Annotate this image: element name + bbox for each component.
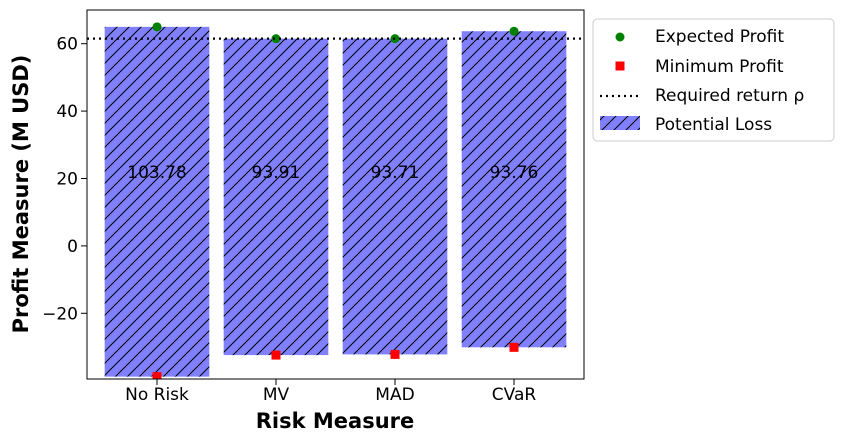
legend-label-required-return: Required return ρ <box>655 86 804 106</box>
y-tick-label: 40 <box>56 102 78 122</box>
potential-loss-bar <box>342 38 448 355</box>
potential-loss-bar <box>104 26 210 377</box>
expected-profit-point <box>390 34 400 44</box>
y-tick-label: 60 <box>56 35 78 55</box>
y-tick-label: 20 <box>56 169 78 189</box>
x-tick-label: CVaR <box>492 385 537 405</box>
legend-frame <box>592 18 835 142</box>
legend-label-minimum-profit: Minimum Profit <box>655 57 784 77</box>
expected-profit-point <box>271 34 281 44</box>
x-tick-label: MV <box>263 385 290 405</box>
y-tick-label: −20 <box>42 304 78 324</box>
minimum-profit-point <box>271 350 281 360</box>
legend-marker-expected-profit <box>615 32 625 42</box>
minimum-profit-point <box>390 349 400 359</box>
legend: Expected Profit Minimum Profit Required … <box>592 18 835 142</box>
legend-marker-potential-loss <box>600 116 640 130</box>
potential-loss-bar <box>461 31 567 348</box>
minimum-profit-point <box>509 342 519 352</box>
x-tick-label: No Risk <box>125 385 189 405</box>
potential-loss-label: 93.76 <box>490 163 539 183</box>
potential-loss-label: 93.71 <box>371 163 420 183</box>
x-axis: No Risk MV MAD CVaR <box>125 379 536 405</box>
x-tick-label: MAD <box>375 385 414 405</box>
expected-profit-point <box>509 26 519 36</box>
x-axis-label: Risk Measure <box>256 409 415 433</box>
potential-loss-bar <box>223 38 329 356</box>
y-tick-label: 0 <box>67 237 78 257</box>
legend-label-potential-loss: Potential Loss <box>655 115 772 135</box>
plot-area: 103.78 93.91 93.71 93.76 <box>86 9 585 380</box>
minimum-profit-point <box>152 372 162 379</box>
potential-loss-label: 93.91 <box>252 163 301 183</box>
potential-loss-label: 103.78 <box>127 163 186 183</box>
expected-profit-point <box>152 22 162 32</box>
legend-label-expected-profit: Expected Profit <box>655 27 784 47</box>
y-axis: −20 0 20 40 60 <box>42 35 87 324</box>
y-axis-label: Profit Measure (M USD) <box>9 55 33 334</box>
legend-marker-minimum-profit <box>615 61 625 71</box>
plot-frame <box>86 9 585 380</box>
